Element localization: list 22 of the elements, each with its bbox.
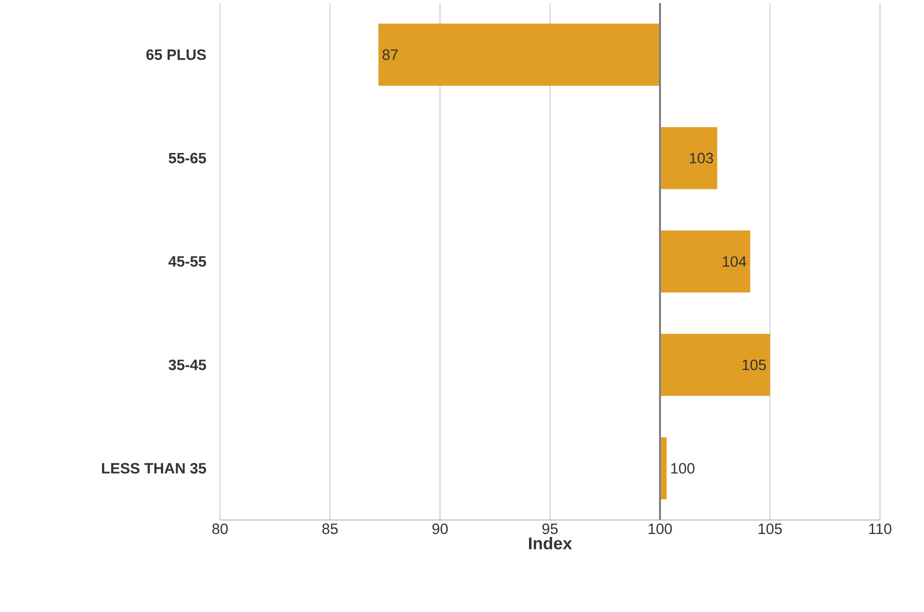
data-label: 104: [722, 256, 746, 267]
data-label: 87: [382, 49, 398, 60]
x-tick-label: 100: [648, 524, 672, 534]
data-label: 105: [742, 360, 766, 370]
x-tick-label: 85: [322, 524, 338, 534]
y-tick-label: 55-65: [168, 152, 206, 164]
bar: [660, 230, 750, 293]
bar: [378, 24, 660, 86]
bar: [660, 334, 770, 396]
x-axis-title: Index: [529, 536, 572, 550]
x-tick-label: 90: [432, 524, 448, 534]
x-tick-label: 110: [869, 524, 892, 534]
y-tick-label: LESS THAN 35: [102, 462, 206, 474]
bar: [660, 127, 718, 190]
y-tick-label: 35-45: [168, 360, 206, 370]
x-tick-label: 80: [212, 524, 228, 534]
data-label: 103: [690, 152, 714, 164]
data-label: 100: [671, 463, 694, 474]
y-tick-label: 45-55: [168, 256, 206, 267]
y-tick-label: 65 PLUS: [146, 49, 206, 60]
x-tick-label: 95: [542, 524, 558, 534]
x-tick-label: 105: [758, 524, 782, 534]
